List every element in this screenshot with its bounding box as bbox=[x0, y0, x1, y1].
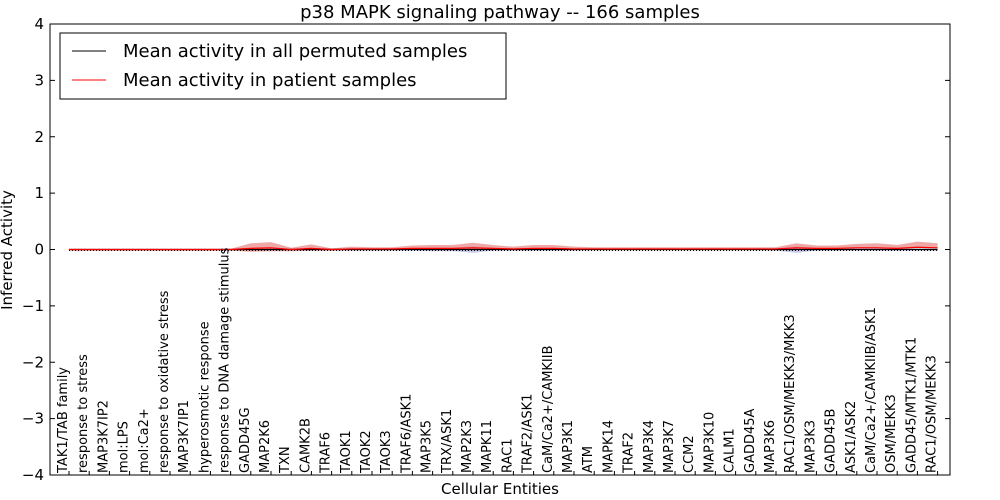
x-category-label: MAP3K3 bbox=[803, 420, 818, 473]
x-category-label: MAP3K6 bbox=[763, 420, 778, 473]
x-category-label: MAP3K5 bbox=[420, 420, 435, 473]
x-category-label: TRAF2/ASK1 bbox=[521, 394, 536, 474]
legend-box bbox=[59, 32, 507, 100]
x-category-label: MAP3K10 bbox=[702, 412, 717, 473]
x-category-label: TXN bbox=[278, 446, 293, 474]
x-category-label: CCM2 bbox=[682, 435, 697, 473]
x-category-label: GADD45/MTK1/MTK1 bbox=[904, 337, 919, 473]
x-category-label: TAOK1 bbox=[339, 430, 354, 474]
x-category-label: MAP3K7IP1 bbox=[177, 400, 192, 473]
series-lines bbox=[69, 246, 938, 251]
x-category-label: GADD45G bbox=[238, 407, 253, 473]
x-category-label: TAK1/TAB family bbox=[56, 367, 71, 474]
legend-label-patient: Mean activity in patient samples bbox=[123, 70, 417, 91]
x-category-label: MAP2K6 bbox=[258, 420, 273, 473]
x-category-label: MAP3K7IP2 bbox=[96, 400, 111, 473]
y-tick-label: −4 bbox=[22, 466, 44, 484]
x-category-label: hyperosmotic response bbox=[197, 321, 212, 473]
x-category-label: MAP3K4 bbox=[642, 420, 657, 473]
x-category-label: ASK1/ASK2 bbox=[844, 401, 859, 473]
x-category-label: CaM/Ca2+/CAMKIIB/ASK1 bbox=[864, 307, 879, 473]
x-category-label: GADD45A bbox=[743, 408, 758, 473]
x-category-label: response to oxidative stress bbox=[157, 290, 172, 473]
x-category-label: MAPK14 bbox=[601, 420, 616, 473]
chart-title: p38 MAPK signaling pathway -- 166 sample… bbox=[300, 2, 700, 23]
y-tick-label: 0 bbox=[34, 241, 44, 259]
x-category-label: MAP3K1 bbox=[561, 420, 576, 473]
y-tick-label: 2 bbox=[34, 128, 44, 146]
legend-label-permuted: Mean activity in all permuted samples bbox=[123, 41, 467, 62]
x-axis: TAK1/TAB family response to stress MAP3K7I… bbox=[56, 247, 940, 475]
y-axis-title: Inferred Activity bbox=[0, 190, 16, 310]
x-category-label: CaM/Ca2+/CAMKIIB bbox=[541, 345, 556, 473]
x-category-label: GADD45B bbox=[824, 409, 839, 473]
series-line-patient bbox=[69, 246, 938, 251]
y-tick-label: −1 bbox=[22, 297, 44, 315]
x-category-label: TRAF2 bbox=[622, 432, 637, 474]
x-category-label: response to DNA damage stimulus bbox=[218, 247, 233, 473]
x-category-label: MAPK11 bbox=[480, 420, 495, 473]
x-category-label: TRAF6 bbox=[319, 432, 334, 474]
legend: Mean activity in all permuted samples Me… bbox=[59, 32, 507, 100]
x-category-label: TAOK3 bbox=[379, 430, 394, 474]
y-tick-label: −3 bbox=[22, 410, 44, 428]
x-category-label: MAP3K7 bbox=[662, 420, 677, 473]
x-category-label: CAMK2B bbox=[298, 418, 313, 473]
y-tick-label: 3 bbox=[34, 71, 44, 89]
x-category-label: response to stress bbox=[76, 354, 91, 473]
x-category-label: TAOK2 bbox=[359, 430, 374, 474]
x-category-label: CALM1 bbox=[723, 428, 738, 473]
x-category-label: TRX/ASK1 bbox=[440, 409, 455, 474]
x-category-label: mol:LPS bbox=[117, 421, 132, 473]
x-axis-title: Cellular Entities bbox=[441, 480, 559, 498]
x-category-label: ATM bbox=[581, 446, 596, 473]
x-category-label: RAC1/OSM/MEKK3/MKK3 bbox=[783, 314, 798, 473]
x-category-label: MAP2K3 bbox=[460, 420, 475, 473]
y-tick-label: −2 bbox=[22, 353, 44, 371]
x-category-label: mol:Ca2+ bbox=[137, 408, 152, 473]
x-category-label: TRAF6/ASK1 bbox=[399, 394, 414, 474]
y-tick-label: 1 bbox=[34, 184, 44, 202]
x-category-label: RAC1/OSM/MEKK3 bbox=[925, 355, 940, 473]
y-axis: −4 −3 −2 −1 0 1 2 3 4 bbox=[22, 15, 950, 484]
y-tick-label: 4 bbox=[34, 15, 44, 33]
x-category-label: OSM/MEKK3 bbox=[884, 394, 899, 473]
x-category-label: RAC1 bbox=[500, 438, 515, 473]
